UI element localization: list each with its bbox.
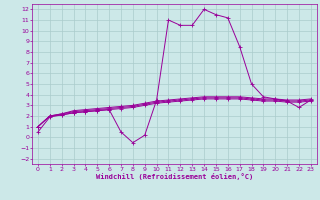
X-axis label: Windchill (Refroidissement éolien,°C): Windchill (Refroidissement éolien,°C) xyxy=(96,173,253,180)
